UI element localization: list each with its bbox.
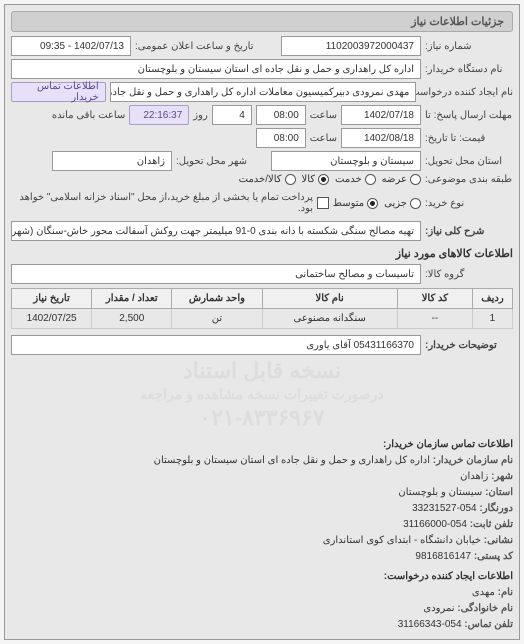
field-validity-date: 1402/08/18 bbox=[341, 128, 421, 148]
requester-name-label: نام: bbox=[498, 587, 513, 598]
form-container: جزئیات اطلاعات نیاز شماره نیاز: 11020039… bbox=[4, 4, 520, 640]
requester-family-label: نام خانوادگی: bbox=[457, 603, 513, 614]
field-buyer-desc: 05431166370 آقای یاوری bbox=[11, 335, 421, 355]
requester-name: مهدی bbox=[472, 587, 495, 598]
row-group: گروه کالا: تاسیسات و مصالح ساختمانی bbox=[11, 264, 513, 284]
contact-city: زاهدان bbox=[460, 471, 488, 482]
table-body: 1--سنگدانه مصنوعیتن2,5001402/07/25 bbox=[12, 309, 513, 329]
row-validity: قیمت: تا تاریخ: 1402/08/18 ساعت 08:00 bbox=[11, 128, 513, 148]
table-header-cell: نام کالا bbox=[262, 289, 397, 309]
label-deadline: مهلت ارسال پاسخ: تا bbox=[425, 110, 513, 121]
label-hour-2: ساعت bbox=[310, 133, 337, 144]
field-buyer-org: اداره کل راهداری و حمل و نقل جاده ای است… bbox=[11, 59, 421, 79]
goods-table: ردیفکد کالانام کالاواحد شمارشتعداد / مقد… bbox=[11, 288, 513, 329]
field-validity-hour: 08:00 bbox=[256, 128, 306, 148]
requester-phone-label: تلفن تماس: bbox=[464, 619, 513, 630]
table-header-cell: واحد شمارش bbox=[172, 289, 262, 309]
section-header: جزئیات اطلاعات نیاز bbox=[11, 11, 513, 32]
radio-group-budget: عرضه خدمت کالا کالا/خدمت bbox=[239, 174, 421, 185]
label-pub-date: تاریخ و ساعت اعلان عمومی: bbox=[135, 41, 254, 52]
radio-goods[interactable]: کالا bbox=[302, 174, 330, 185]
label-creator: نام ایجاد کننده درخواست: bbox=[420, 87, 513, 98]
label-req-number: شماره نیاز: bbox=[425, 41, 513, 52]
table-cell: 1402/07/25 bbox=[12, 309, 92, 329]
row-buyer-org: نام دستگاه خریدار: اداره کل راهداری و حم… bbox=[11, 59, 513, 79]
requester-family: نمرودی bbox=[423, 603, 454, 614]
contact-fax: 054-33231527 bbox=[412, 503, 477, 514]
table-cell: تن bbox=[172, 309, 262, 329]
row-budget: طبقه بندی موضوعی: عرضه خدمت کالا کالا/خد… bbox=[11, 174, 513, 185]
contact-button[interactable]: اطلاعات تماس خریدار bbox=[11, 82, 106, 102]
label-group: گروه کالا: bbox=[425, 269, 513, 280]
row-req-number: شماره نیاز: 1102003972000437 تاریخ و ساع… bbox=[11, 36, 513, 56]
checkbox-payment[interactable] bbox=[317, 197, 329, 209]
row-title: شرح کلی نیاز: تهیه مصالح سنگی شکسته با د… bbox=[11, 221, 513, 241]
contact-org: اداره کل راهداری و حمل و نقل جاده ای است… bbox=[154, 455, 430, 466]
table-cell: سنگدانه مصنوعی bbox=[262, 309, 397, 329]
label-buyer-desc: توضیحات خریدار: bbox=[425, 340, 513, 351]
contact-phone-label: تلفن ثابت: bbox=[470, 519, 513, 530]
field-group: تاسیسات و مصالح ساختمانی bbox=[11, 264, 421, 284]
field-creator: مهدی نمرودی دبیرکمیسیون معاملات اداره کل… bbox=[110, 82, 417, 102]
table-header-cell: ردیف bbox=[472, 289, 512, 309]
label-remaining: ساعت باقی مانده bbox=[52, 110, 125, 121]
field-day-count: 4 bbox=[212, 105, 252, 125]
field-pub-date: 1402/07/13 - 09:35 bbox=[11, 36, 131, 56]
label-buyer-type: نوع خرید: bbox=[425, 198, 513, 209]
table-cell: 1 bbox=[472, 309, 512, 329]
payment-note: پرداخت تمام یا بخشی از مبلغ خرید،از محل … bbox=[11, 192, 313, 214]
label-title: شرح کلی نیاز: bbox=[425, 226, 513, 237]
row-creator: نام ایجاد کننده درخواست: مهدی نمرودی دبی… bbox=[11, 82, 513, 102]
watermark-3: ۰۲۱-۸۳۳۶۹۶۷ bbox=[11, 405, 513, 431]
field-deadline-date: 1402/07/18 bbox=[341, 105, 421, 125]
watermark-2: درصورت تغییرات نسخه مشاهده و مراجعه bbox=[11, 386, 513, 403]
contact-city-label: شهر: bbox=[491, 471, 513, 482]
row-province: استان محل تحویل: سیستان و بلوچستان شهر م… bbox=[11, 151, 513, 171]
contact-province-label: استان: bbox=[485, 487, 513, 498]
label-validity: قیمت: تا تاریخ: bbox=[425, 133, 513, 144]
table-header-cell: تاریخ نیاز bbox=[12, 289, 92, 309]
table-cell: 2,500 bbox=[92, 309, 172, 329]
label-budget: طبقه بندی موضوعی: bbox=[425, 174, 513, 185]
contact-postal: 9816816147 bbox=[415, 551, 471, 562]
requester-header: اطلاعات ایجاد کننده درخواست: bbox=[11, 569, 513, 585]
contact-org-label: نام سازمان خریدار: bbox=[433, 455, 513, 466]
field-city: زاهدان bbox=[52, 151, 172, 171]
radio-group-type: جزیی متوسط bbox=[333, 198, 421, 209]
radio-service[interactable]: خدمت bbox=[335, 174, 376, 185]
contact-address-label: نشانی: bbox=[484, 535, 513, 546]
label-day: روز bbox=[193, 110, 208, 121]
row-buyer-type: نوع خرید: جزیی متوسط پرداخت تمام یا بخشی… bbox=[11, 188, 513, 218]
table-header-cell: کد کالا bbox=[397, 289, 472, 309]
table-header-row: ردیفکد کالانام کالاواحد شمارشتعداد / مقد… bbox=[12, 289, 513, 309]
contact-postal-label: کد پستی: bbox=[474, 551, 513, 562]
field-deadline-hour: 08:00 bbox=[256, 105, 306, 125]
contact-header: اطلاعات تماس سازمان خریدار: bbox=[11, 437, 513, 453]
requester-phone: 054-31166343 bbox=[398, 619, 462, 630]
row-deadline: مهلت ارسال پاسخ: تا 1402/07/18 ساعت 08:0… bbox=[11, 105, 513, 125]
table-row: 1--سنگدانه مصنوعیتن2,5001402/07/25 bbox=[12, 309, 513, 329]
field-req-number: 1102003972000437 bbox=[281, 36, 421, 56]
label-city: شهر محل تحویل: bbox=[176, 156, 247, 167]
radio-exchange[interactable]: کالا/خدمت bbox=[239, 174, 296, 185]
watermark-1: نسخه قابل استناد bbox=[11, 358, 513, 384]
radio-medium[interactable]: متوسط bbox=[333, 198, 378, 209]
contact-phone: 054-31166000 bbox=[403, 519, 467, 530]
label-hour-1: ساعت bbox=[310, 110, 337, 121]
radio-supply[interactable]: عرضه bbox=[382, 174, 421, 185]
goods-header: اطلاعات کالاهای مورد نیاز bbox=[11, 247, 513, 260]
row-buyer-desc: توضیحات خریدار: 05431166370 آقای یاوری bbox=[11, 335, 513, 355]
table-header-cell: تعداد / مقدار bbox=[92, 289, 172, 309]
field-title: تهیه مصالح سنگی شکسته با دانه بندی 0-91 … bbox=[11, 221, 421, 241]
contact-province: سیستان و بلوچستان bbox=[398, 487, 482, 498]
contact-fax-label: دورنگار: bbox=[479, 503, 513, 514]
label-buyer-org: نام دستگاه خریدار: bbox=[425, 64, 513, 75]
contact-address: خیابان دانشگاه - ابتدای کوی استانداری bbox=[323, 535, 481, 546]
field-remaining-time: 22:16:37 bbox=[129, 105, 189, 125]
contact-info-block: اطلاعات تماس سازمان خریدار: نام سازمان خ… bbox=[11, 437, 513, 633]
radio-partial[interactable]: جزیی bbox=[384, 198, 421, 209]
field-province: سیستان و بلوچستان bbox=[271, 151, 421, 171]
label-province: استان محل تحویل: bbox=[425, 156, 513, 167]
table-cell: -- bbox=[397, 309, 472, 329]
